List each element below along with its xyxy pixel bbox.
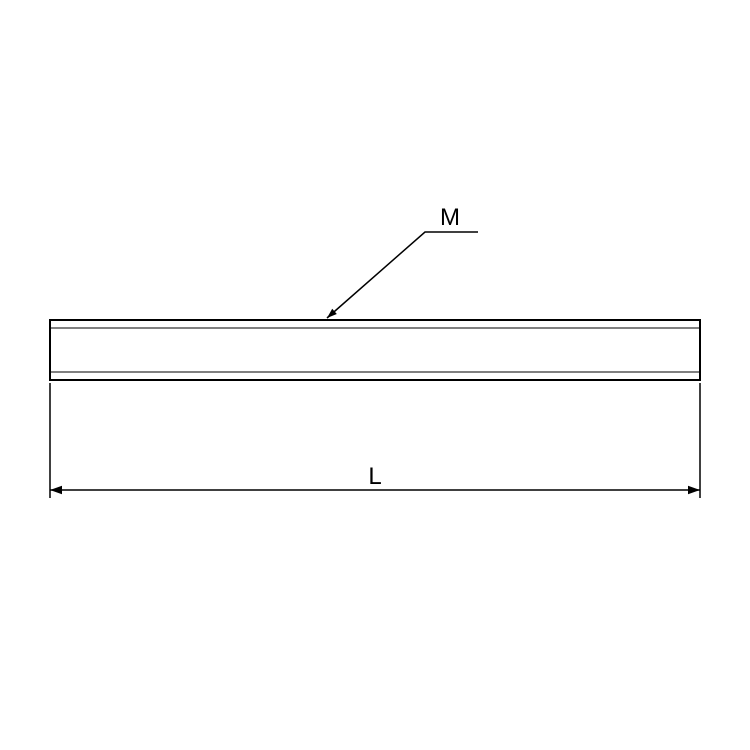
rod-outline [50,320,700,380]
dimension-arrow-right [688,486,700,494]
length-label: L [368,463,381,490]
leader-line [327,232,478,318]
dimension-arrow-left [50,486,62,494]
thread-label: M [440,204,460,231]
